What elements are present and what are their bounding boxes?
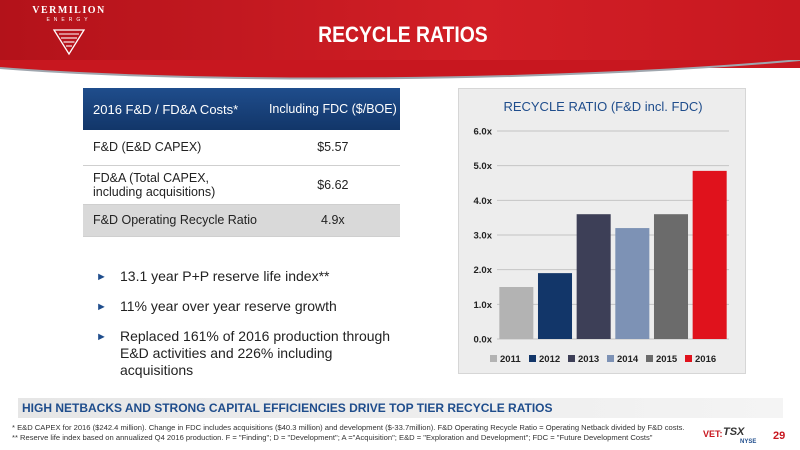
- chart-canvas: RECYCLE RATIO (F&D incl. FDC) 0.0x 1.0x 2.0…: [474, 99, 729, 365]
- bullet-arrow-icon: ►: [96, 271, 107, 283]
- y-tick-label: 4.0x: [474, 196, 493, 207]
- bullet-list: ► 13.1 year P+P reserve life index** ► 1…: [96, 268, 406, 392]
- table-header-row: 2016 F&D / FD&A Costs* Including FDC ($/…: [83, 88, 400, 130]
- table-header-costs: 2016 F&D / FD&A Costs*: [83, 88, 266, 130]
- slide-header: VERMILION ENERGY RECYCLE RATIOS: [0, 0, 800, 68]
- logo-subtitle: ENERGY: [46, 17, 92, 23]
- table-cell-value: 4.9x: [265, 204, 400, 237]
- table-row: FD&A (Total CAPEX, including acquisition…: [83, 165, 400, 205]
- ticker-nyse-logo: NYSE: [740, 439, 757, 445]
- legend-swatch: [490, 355, 497, 362]
- chart-bar-2012: [537, 273, 573, 339]
- logo-mark-icon: [52, 29, 86, 56]
- chart-bar-2015: [653, 214, 689, 339]
- bullet-item: ► Replaced 161% of 2016 production throu…: [96, 328, 406, 379]
- cost-table: 2016 F&D / FD&A Costs* Including FDC ($/…: [83, 88, 400, 237]
- chart-bar-2014: [615, 228, 650, 339]
- table-row: F&D (E&D CAPEX) $5.57: [83, 130, 400, 166]
- table-cell-label: F&D (E&D CAPEX): [83, 130, 266, 166]
- legend-swatch: [685, 355, 692, 362]
- bullet-text: E&D activities and 226% including acquis…: [120, 345, 333, 378]
- legend-label: 2015: [656, 354, 678, 365]
- bullet-text: 11% year over year reserve growth: [120, 298, 337, 314]
- chart-bar-2013: [576, 214, 611, 339]
- legend-label: 2012: [539, 354, 560, 365]
- y-tick-label: 0.0x: [474, 335, 493, 346]
- banner-text: HIGH NETBACKS AND STRONG CAPITAL EFFICIE…: [22, 401, 553, 415]
- ticker-tsx-logo: TSX: [723, 426, 745, 438]
- header-swoosh: [0, 60, 800, 80]
- legend-label: 2011: [500, 354, 521, 365]
- legend-swatch: [607, 355, 614, 362]
- y-tick-label: 1.0x: [474, 300, 493, 311]
- table-cell-label-line: including acquisitions): [93, 184, 216, 199]
- bullet-text: 13.1 year P+P reserve life index**: [120, 268, 330, 284]
- bullet-item: ► 11% year over year reserve growth: [96, 298, 406, 315]
- chart-bar-2011: [499, 287, 534, 339]
- legend-swatch: [568, 355, 575, 362]
- table-cell-label: F&D Operating Recycle Ratio: [83, 204, 266, 237]
- table-cell-value: $6.62: [265, 165, 400, 205]
- takeaway-banner: HIGH NETBACKS AND STRONG CAPITAL EFFICIE…: [18, 398, 783, 418]
- table-cell-value: $5.57: [265, 130, 400, 166]
- legend-label: 2014: [617, 354, 639, 365]
- legend-swatch: [646, 355, 653, 362]
- company-logo: VERMILION ENERGY: [14, 5, 124, 63]
- table-cell-label-line: FD&A (Total CAPEX,: [93, 170, 210, 185]
- legend-label: 2013: [578, 354, 599, 365]
- bullet-arrow-icon: ►: [96, 331, 107, 343]
- recycle-ratio-chart: RECYCLE RATIO (F&D incl. FDC) 0.0x 1.0x 2.0…: [458, 88, 746, 374]
- legend-swatch: [529, 355, 536, 362]
- ticker-vet: VET:: [703, 429, 723, 439]
- legend-label: 2016: [695, 354, 716, 365]
- bullet-item: ► 13.1 year P+P reserve life index**: [96, 268, 406, 285]
- footnote: ** Reserve life index based on annualize…: [12, 433, 653, 442]
- logo-name: VERMILION: [32, 5, 106, 16]
- chart-bar-2016: [692, 170, 727, 339]
- y-tick-label: 3.0x: [474, 231, 493, 242]
- y-tick-label: 2.0x: [474, 265, 493, 276]
- table-row-highlight: F&D Operating Recycle Ratio 4.9x: [83, 204, 400, 237]
- footnote: * E&D CAPEX for 2016 ($242.4 million). C…: [12, 423, 685, 432]
- table-cell-label: FD&A (Total CAPEX, including acquisition…: [83, 165, 266, 205]
- page-number: 29: [773, 430, 786, 442]
- y-tick-label: 5.0x: [474, 161, 493, 172]
- chart-title: RECYCLE RATIO (F&D incl. FDC): [503, 99, 702, 114]
- table-header-fdc: Including FDC ($/BOE): [265, 88, 400, 130]
- footnotes: * E&D CAPEX for 2016 ($242.4 million). C…: [12, 423, 692, 443]
- bullet-text: Replaced 161% of 2016 production through: [120, 328, 391, 344]
- bullet-arrow-icon: ►: [96, 301, 107, 313]
- y-tick-label: 6.0x: [474, 127, 493, 138]
- page-title: RECYCLE RATIOS: [318, 22, 488, 47]
